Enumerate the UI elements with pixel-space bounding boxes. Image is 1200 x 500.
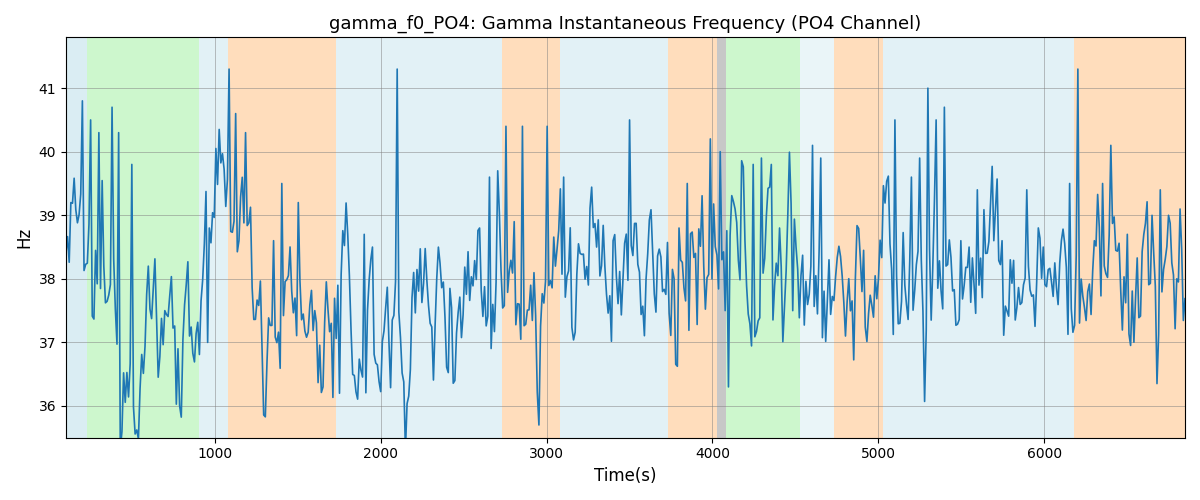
Bar — [726, 38, 800, 438]
Bar — [667, 38, 718, 438]
Bar — [883, 38, 1074, 438]
Bar — [502, 38, 560, 438]
Bar — [718, 38, 726, 438]
Bar — [800, 38, 834, 438]
Title: gamma_f0_PO4: Gamma Instantaneous Frequency (PO4 Channel): gamma_f0_PO4: Gamma Instantaneous Freque… — [329, 15, 922, 34]
X-axis label: Time(s): Time(s) — [594, 467, 656, 485]
Bar — [1074, 38, 1184, 438]
Bar — [88, 38, 198, 438]
Bar — [198, 38, 228, 438]
Bar — [834, 38, 883, 438]
Bar — [66, 38, 88, 438]
Bar — [419, 38, 502, 438]
Bar — [336, 38, 419, 438]
Bar — [560, 38, 667, 438]
Bar — [228, 38, 336, 438]
Y-axis label: Hz: Hz — [16, 227, 34, 248]
